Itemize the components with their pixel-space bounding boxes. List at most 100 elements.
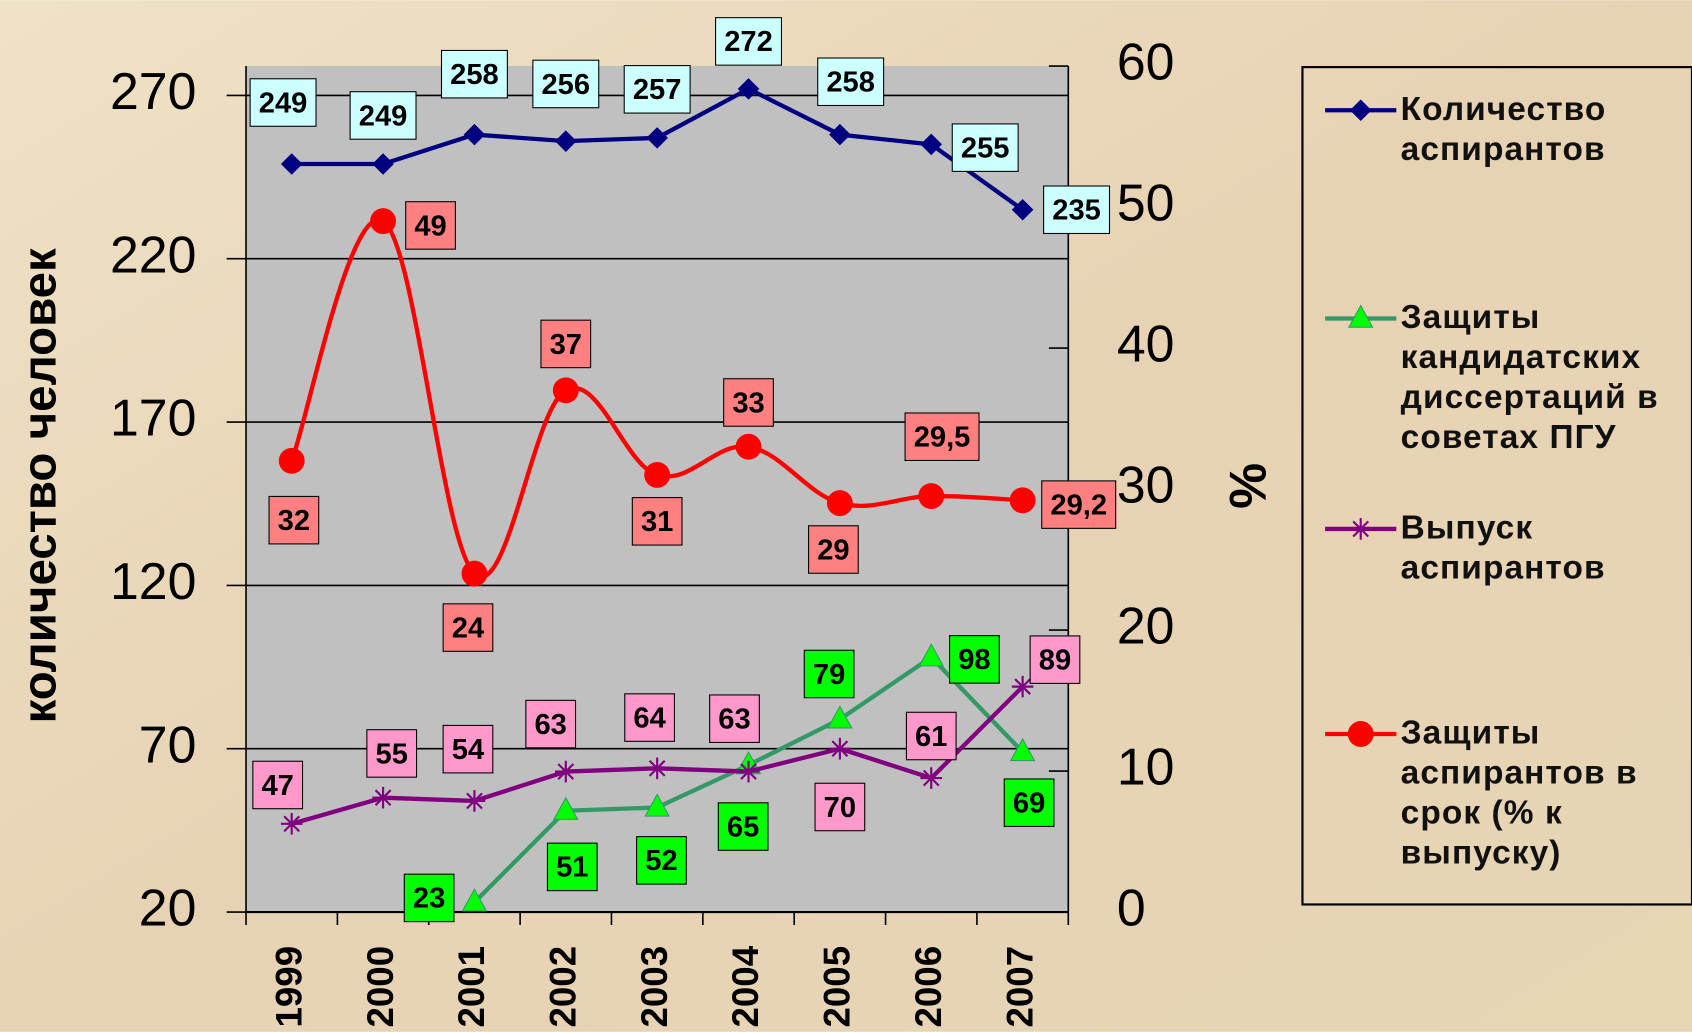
point xyxy=(1010,487,1036,513)
data-label: 31 xyxy=(641,506,673,538)
data-label-group: 258 xyxy=(441,50,507,97)
y-tick-label: 220 xyxy=(110,225,196,283)
data-label-group: 61 xyxy=(906,712,956,759)
legend-item: Защиты аспирантов в срок (% к выпуску) xyxy=(1401,712,1690,895)
x-tick-label: 1999 xyxy=(268,946,309,1028)
point xyxy=(829,738,851,760)
data-label-group: 65 xyxy=(718,803,768,850)
data-label-group: 69 xyxy=(1004,779,1054,826)
data-label: 65 xyxy=(727,811,759,843)
data-label: 64 xyxy=(633,702,666,734)
data-label-group: 98 xyxy=(950,636,1000,683)
point xyxy=(738,761,760,783)
data-label-group: 29,2 xyxy=(1042,481,1116,528)
legend-label: Защиты кандидатских диссертаций в совета… xyxy=(1401,297,1690,457)
data-label: 258 xyxy=(450,59,499,91)
data-label: 29,2 xyxy=(1050,489,1107,521)
data-label: 69 xyxy=(1013,788,1045,820)
point xyxy=(281,813,303,835)
x-tick-label: 2004 xyxy=(725,945,766,1027)
legend-label: Количество аспирантов xyxy=(1401,89,1690,169)
data-label: 249 xyxy=(259,87,308,119)
data-label-group: 63 xyxy=(526,700,576,747)
data-label-group: 89 xyxy=(1030,636,1080,683)
point xyxy=(553,377,579,403)
legend-item: Выпуск аспирантов xyxy=(1401,507,1690,690)
x-tick-label: 2001 xyxy=(451,946,492,1028)
x-tick-label: 2003 xyxy=(634,946,675,1028)
data-label-group: 256 xyxy=(533,60,599,107)
data-label: 29,5 xyxy=(914,422,971,454)
data-label-group: 255 xyxy=(952,124,1018,171)
y-tick-label: 170 xyxy=(110,389,196,447)
y2-tick-label: 50 xyxy=(1117,174,1175,232)
y2-tick-label: 30 xyxy=(1117,456,1175,514)
data-label-group: 70 xyxy=(815,783,865,830)
data-label: 79 xyxy=(813,659,845,691)
data-label: 63 xyxy=(534,709,566,741)
data-label: 272 xyxy=(724,26,773,58)
data-label: 256 xyxy=(541,69,590,101)
data-label-group: 23 xyxy=(404,874,454,921)
data-label: 23 xyxy=(413,883,445,915)
point xyxy=(918,483,944,509)
legend-item: Количество аспирантов xyxy=(1401,89,1690,272)
data-label: 54 xyxy=(452,734,485,766)
data-label-group: 31 xyxy=(632,498,682,545)
point xyxy=(555,761,577,783)
y2-tick-label: 10 xyxy=(1117,738,1175,796)
data-label: 258 xyxy=(826,67,875,99)
point xyxy=(372,787,394,809)
data-label-group: 51 xyxy=(547,843,597,890)
point xyxy=(461,561,487,587)
point xyxy=(827,490,853,516)
data-label: 55 xyxy=(376,738,408,770)
data-label-group: 33 xyxy=(724,379,774,426)
data-label-group: 32 xyxy=(269,496,319,543)
point xyxy=(644,462,670,488)
data-label-group: 54 xyxy=(443,725,493,772)
data-label: 29 xyxy=(817,534,849,566)
data-label: 249 xyxy=(359,100,408,132)
data-label-group: 29,5 xyxy=(905,413,979,460)
point xyxy=(279,448,305,474)
data-label: 235 xyxy=(1052,195,1101,227)
y2-tick-label: 0 xyxy=(1117,879,1146,937)
x-tick-label: 2000 xyxy=(360,946,401,1028)
y-tick-label: 270 xyxy=(110,62,196,120)
data-label: 49 xyxy=(414,210,446,242)
y-tick-label: 120 xyxy=(110,552,196,610)
data-label-group: 49 xyxy=(406,202,456,249)
data-label: 47 xyxy=(261,770,293,802)
chart: количество человек % 2070120170220270010… xyxy=(0,0,1692,1032)
data-label: 61 xyxy=(915,721,947,753)
page: {"chart_data":{"type":"line", "x_label":… xyxy=(0,0,1692,1032)
plot-area xyxy=(246,66,1068,912)
legend-label: Выпуск аспирантов xyxy=(1401,507,1690,587)
data-label-group: 257 xyxy=(624,66,690,113)
point xyxy=(736,434,762,460)
point xyxy=(464,790,486,812)
legend-label: Защиты аспирантов в срок (% к выпуску) xyxy=(1401,712,1690,872)
data-label: 52 xyxy=(645,845,677,877)
data-label: 98 xyxy=(958,644,990,676)
data-label-group: 249 xyxy=(350,92,416,139)
data-label: 63 xyxy=(718,704,750,736)
data-label-group: 37 xyxy=(541,320,591,367)
data-label: 32 xyxy=(278,505,310,537)
x-tick-label: 2006 xyxy=(908,946,949,1028)
data-label-group: 79 xyxy=(804,650,854,697)
data-label: 51 xyxy=(556,852,588,884)
data-label: 24 xyxy=(452,612,485,644)
point xyxy=(646,758,668,780)
legend-item: Защиты кандидатских диссертаций в совета… xyxy=(1401,297,1690,480)
x-tick-label: 2002 xyxy=(542,946,583,1028)
point xyxy=(920,767,942,789)
data-label-group: 249 xyxy=(250,79,316,126)
data-label-group: 47 xyxy=(253,761,303,808)
data-label-group: 29 xyxy=(809,526,859,573)
x-tick-label: 2005 xyxy=(817,946,858,1028)
data-label-group: 52 xyxy=(637,837,687,884)
data-label-group: 258 xyxy=(818,58,884,105)
y2-tick-label: 60 xyxy=(1117,33,1175,91)
